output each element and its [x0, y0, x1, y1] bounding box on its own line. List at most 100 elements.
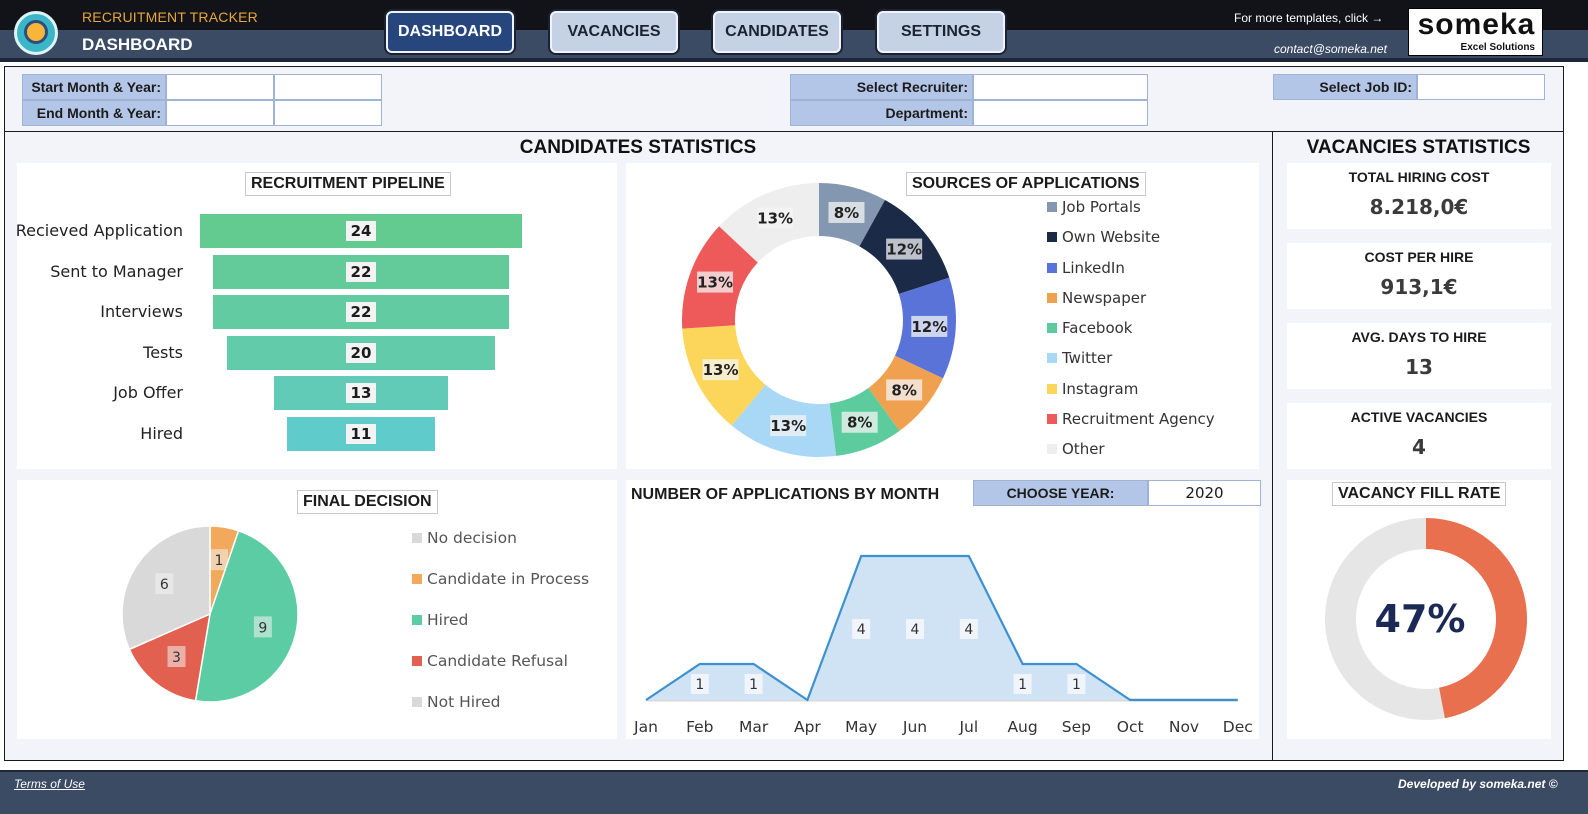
legend-swatch	[412, 533, 422, 543]
area-value-label: 1	[695, 677, 704, 693]
legend-label: Twitter	[1062, 349, 1113, 368]
decision-slice-label: 9	[258, 620, 267, 636]
month-tick-label: Dec	[1223, 718, 1253, 736]
sources-slice-label: 8%	[834, 204, 859, 222]
legend-item: Not Hired	[412, 692, 612, 712]
month-tick-label: May	[845, 718, 877, 736]
area-value-label: 4	[911, 622, 920, 638]
legend-label: Instagram	[1062, 379, 1139, 398]
end-month-input[interactable]	[166, 100, 274, 126]
nav-candidates-button[interactable]: CANDIDATES	[713, 11, 841, 53]
stat-card-active-vacancies: ACTIVE VACANCIES 4	[1287, 403, 1551, 469]
terms-of-use-link[interactable]: Terms of Use	[14, 777, 85, 791]
pipeline-bar-value: 22	[345, 302, 377, 322]
start-month-input[interactable]	[166, 74, 274, 100]
applications-title: NUMBER OF APPLICATIONS BY MONTH	[631, 486, 940, 503]
pipeline-bar-value: 24	[345, 221, 377, 241]
sources-slice-label-bg	[828, 201, 865, 223]
start-year-input[interactable]	[274, 74, 382, 100]
pipeline-bar: 13	[273, 376, 449, 410]
legend-item: Own Website	[1047, 227, 1247, 247]
legend-label: Not Hired	[427, 693, 501, 711]
pipeline-bar-value: 20	[345, 342, 377, 363]
stat-label: COST PER HIRE	[1364, 249, 1474, 265]
pipeline-bar: 24	[200, 214, 522, 248]
area-value-label-bg	[852, 619, 871, 639]
legend-item: Recruitment Agency	[1047, 409, 1247, 429]
legend-item: Job Portals	[1047, 197, 1247, 217]
nav-dashboard-button[interactable]: DASHBOARD	[386, 11, 514, 53]
app-title: RECRUITMENT TRACKER	[82, 9, 258, 25]
legend-swatch	[1047, 202, 1057, 212]
more-templates-link[interactable]: For more templates, click →	[1234, 11, 1384, 25]
legend-swatch	[1047, 444, 1057, 455]
month-tick-label: Jul	[958, 718, 978, 736]
area-value-label-bg	[744, 674, 763, 694]
year-select[interactable]: 2020	[1148, 480, 1261, 506]
pipeline-stage-label: Job Offer	[113, 383, 183, 402]
page-title: DASHBOARD	[82, 35, 193, 54]
final-decision-legend: No decision Candidate in Process Hired Cand…	[412, 528, 612, 733]
area-line	[645, 554, 1238, 702]
area-value-label: 1	[1072, 677, 1081, 693]
nav-vacancies-button[interactable]: VACANCIES	[550, 11, 678, 53]
candidates-section-title: CANDIDATES STATISTICS	[519, 137, 757, 158]
fill-rate-arc	[1426, 518, 1527, 719]
decision-slice-label-bg	[253, 616, 272, 638]
pipeline-stage-label: Interviews	[100, 302, 183, 321]
recruiter-select[interactable]	[973, 74, 1148, 100]
end-month-label: End Month & Year:	[22, 100, 166, 126]
decision-slice-label: 3	[172, 650, 181, 666]
legend-item: LinkedIn	[1047, 258, 1247, 278]
fill-rate-title: VACANCY FILL RATE	[1332, 482, 1507, 506]
end-year-input[interactable]	[274, 100, 382, 126]
sources-slice-label: 12%	[911, 318, 947, 336]
legend-swatch	[1047, 414, 1057, 425]
legend-label: LinkedIn	[1062, 258, 1125, 277]
legend-swatch	[1047, 323, 1057, 334]
sources-slice-label: 13%	[770, 417, 806, 435]
nav-settings-button[interactable]: SETTINGS	[877, 11, 1005, 53]
pipeline-bar: 11	[287, 416, 435, 451]
sources-slice-label: 8%	[891, 381, 916, 399]
sources-slice-label: 13%	[703, 361, 739, 379]
area-value-label-bg	[1067, 674, 1086, 694]
final-decision-title: FINAL DECISION	[297, 490, 438, 514]
legend-label: Job Portals	[1062, 198, 1141, 216]
legend-label: Newspaper	[1062, 288, 1147, 307]
department-select[interactable]	[973, 100, 1148, 126]
fill-rate-value: 47%	[1375, 597, 1466, 641]
sources-slice-label: 13%	[757, 210, 793, 228]
brand-logo[interactable]: someka Excel Solutions	[1408, 8, 1543, 56]
decision-slice-label-bg	[209, 549, 228, 571]
legend-item: Twitter	[1047, 348, 1247, 368]
area-value-label-bg	[1013, 674, 1032, 694]
area-value-label-bg	[906, 619, 924, 639]
app-logo-inner-icon	[24, 20, 48, 44]
month-tick-label: Sep	[1062, 718, 1091, 736]
stat-label: TOTAL HIRING COST	[1348, 169, 1490, 185]
month-tick-label: Nov	[1169, 718, 1199, 736]
sources-slice-label: 12%	[886, 241, 922, 259]
area-value-label: 1	[1018, 677, 1027, 693]
legend-swatch	[1047, 353, 1057, 364]
section-divider	[1272, 132, 1273, 761]
legend-item: Facebook	[1047, 318, 1247, 338]
area-value-label-bg	[959, 619, 978, 639]
pipeline-stage-label: Sent to Manager	[50, 261, 183, 281]
job-id-label: Select Job ID:	[1273, 74, 1417, 100]
stat-value: 913,1€	[1380, 275, 1458, 299]
job-id-select[interactable]	[1417, 74, 1545, 100]
legend-swatch	[1047, 292, 1057, 303]
recruiter-label: Select Recruiter:	[790, 74, 973, 100]
legend-label: Own Website	[1062, 228, 1161, 247]
fill-rate-donut-chart: 47%	[1324, 518, 1527, 720]
legend-swatch	[1047, 232, 1057, 243]
sources-slice-label-bg	[886, 379, 923, 401]
legend-item: Other	[1047, 439, 1247, 459]
contact-email: contact@someka.net	[1274, 42, 1387, 56]
stat-card-cost-per-hire: COST PER HIRE 913,1€	[1287, 243, 1551, 309]
applications-area-chart: Jan 1 Feb 1 Mar Apr 4 May 4 Jun 4 Jul 1 Aug 1 Sep Oct Nov…	[633, 554, 1253, 736]
legend-item: Newspaper	[1047, 288, 1247, 308]
